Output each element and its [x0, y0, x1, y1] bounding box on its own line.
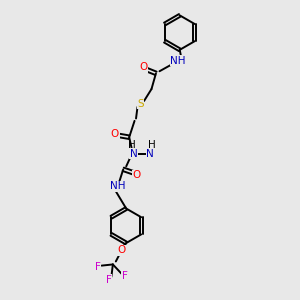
Text: F: F — [122, 271, 128, 281]
Text: N: N — [146, 148, 154, 159]
Text: NH: NH — [110, 181, 125, 191]
Text: H: H — [128, 140, 136, 150]
Text: F: F — [106, 275, 112, 285]
Text: O: O — [133, 170, 141, 180]
Text: NH: NH — [170, 56, 186, 66]
Text: O: O — [139, 62, 148, 72]
Text: O: O — [118, 245, 126, 256]
Text: S: S — [137, 99, 144, 109]
Text: O: O — [111, 129, 119, 139]
Text: H: H — [148, 140, 155, 150]
Text: N: N — [130, 148, 137, 159]
Text: F: F — [95, 262, 101, 272]
